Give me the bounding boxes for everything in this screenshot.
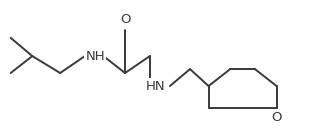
Text: O: O (271, 111, 282, 124)
Text: HN: HN (145, 80, 165, 93)
Text: NH: NH (85, 50, 105, 63)
Text: O: O (120, 13, 130, 26)
